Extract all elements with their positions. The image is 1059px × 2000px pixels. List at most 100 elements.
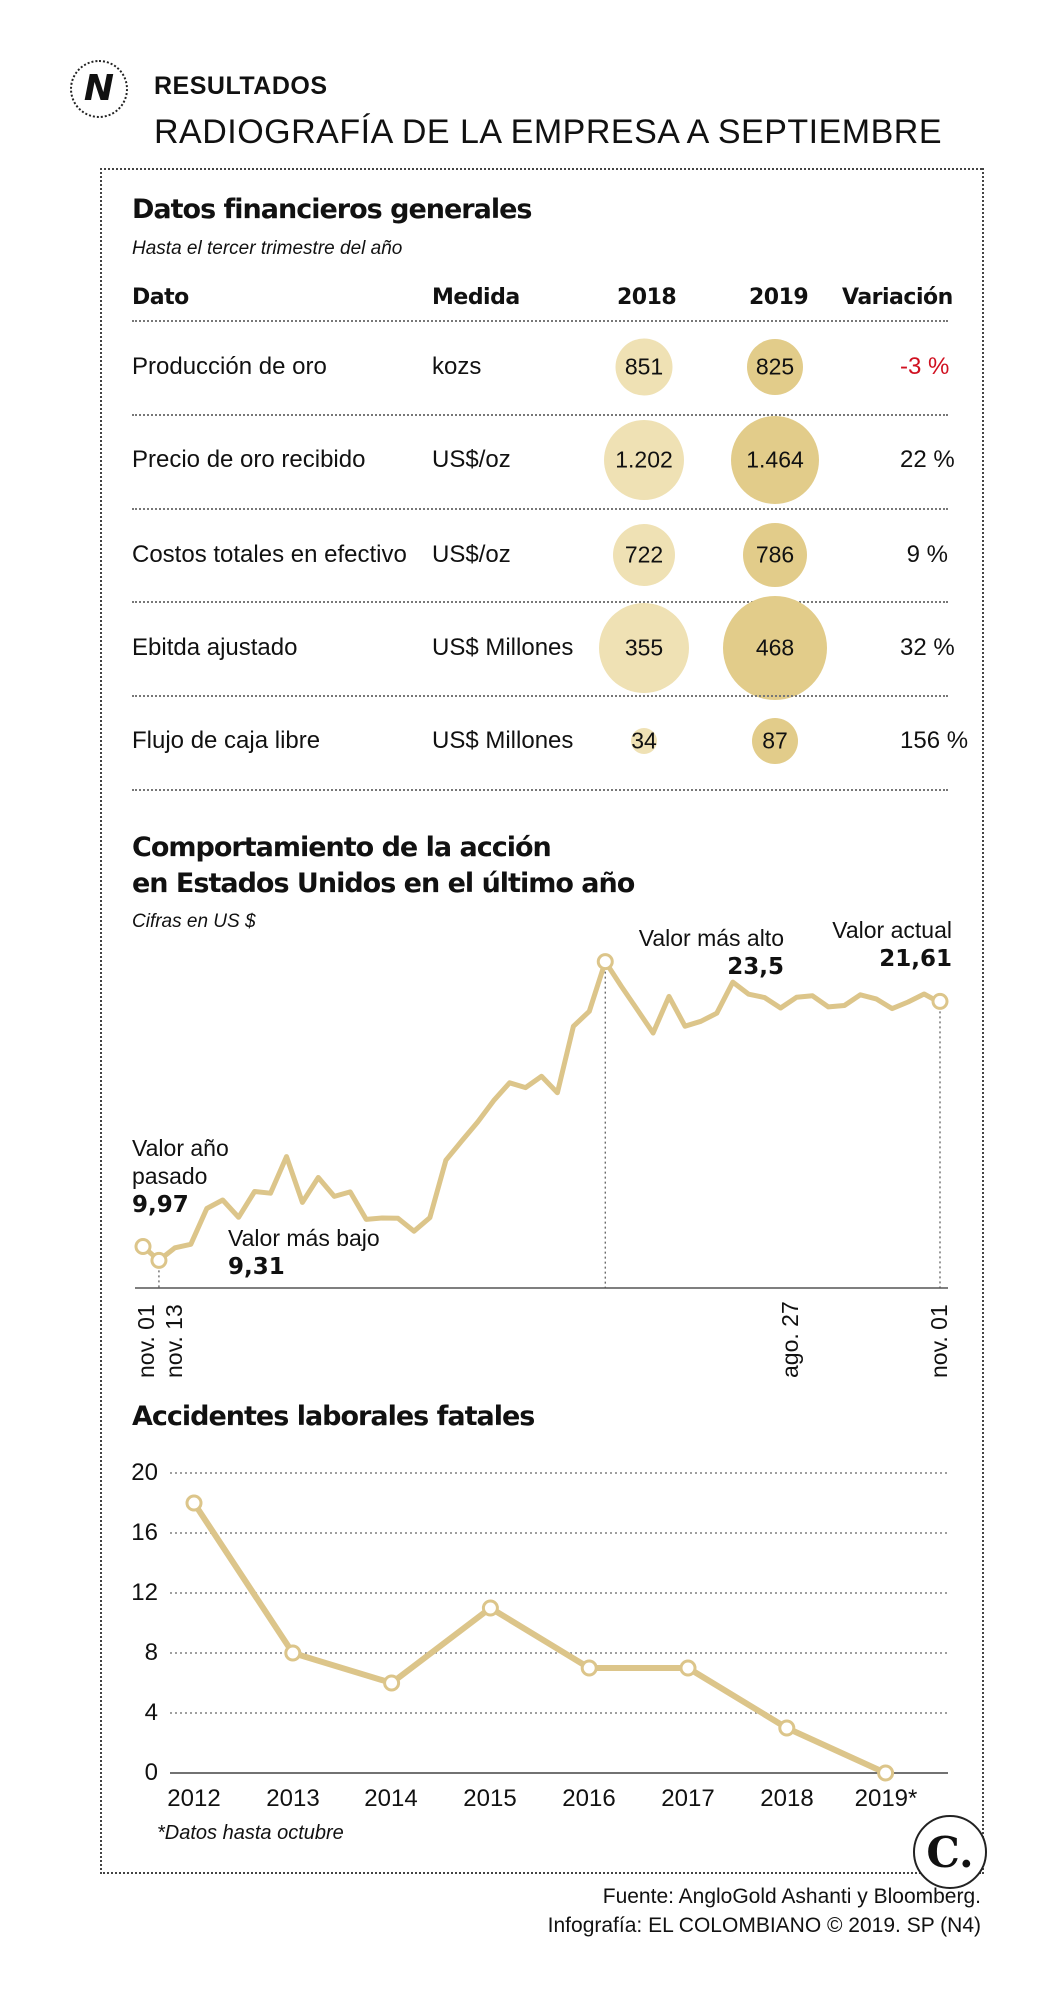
accidents-footnote: *Datos hasta octubre <box>157 1822 344 1844</box>
row-dato: Producción de oro <box>132 353 327 380</box>
col-header-2019: 2019 <box>749 285 809 310</box>
row-medida: US$/oz <box>432 446 511 473</box>
row-variacion: 22 % <box>900 446 955 473</box>
x-tick-label: 2013 <box>266 1785 320 1812</box>
current-label: Valor actual <box>832 917 952 943</box>
infographic-frame <box>100 168 984 1874</box>
data-point-2014 <box>383 1674 401 1692</box>
max-label: Valor más alto <box>638 925 784 951</box>
y-tick-label: 16 <box>131 1519 158 1546</box>
col-header-medida: Medida <box>432 285 520 310</box>
last-year-label-line2: pasado <box>132 1163 208 1189</box>
row-dato: Ebitda ajustado <box>132 634 298 661</box>
min-annotation: Valor más bajo 9,31 <box>228 1224 380 1281</box>
row-value-2019: 468 <box>755 634 795 661</box>
financials-subtitle: Hasta el tercer trimestre del año <box>132 238 403 259</box>
current-annotation: Valor actual 21,61 <box>822 916 952 973</box>
credit-line: Infografía: EL COLOMBIANO © 2019. SP (N4… <box>547 1914 981 1937</box>
y-tick-label: 20 <box>131 1459 158 1486</box>
row-value-2019: 87 <box>762 727 788 754</box>
row-value-2018: 34 <box>631 727 657 754</box>
row-dato: Flujo de caja libre <box>132 727 321 754</box>
row-value-2019: 1.464 <box>746 446 804 473</box>
stock-subtitle: Cifras en US $ <box>132 911 256 932</box>
max-value: 23,5 <box>727 954 784 980</box>
accidents-title: Accidentes laborales fatales <box>132 1401 535 1432</box>
bubble-2019 <box>752 718 798 764</box>
y-tick-label: 8 <box>144 1639 158 1666</box>
financials-title: Datos financieros generales <box>132 194 532 225</box>
bubble-2019 <box>731 416 819 504</box>
x-tick-label: 2016 <box>562 1785 616 1812</box>
current-value-marker <box>931 992 949 1010</box>
row-variacion: -3 % <box>900 353 950 380</box>
min-value-marker <box>150 1251 168 1269</box>
data-point-2012 <box>185 1494 203 1512</box>
min-value: 9,31 <box>228 1254 285 1280</box>
col-header-variacion: Variación <box>842 285 953 310</box>
logo-letter: N <box>83 68 115 109</box>
kicker: RESULTADOS <box>154 72 328 100</box>
bubble-2018 <box>615 338 673 396</box>
data-point-2013 <box>284 1644 302 1662</box>
data-point-2018 <box>778 1719 796 1737</box>
table-divider <box>132 789 948 791</box>
x-tick-label: 2019* <box>854 1785 918 1812</box>
bubble-2019 <box>743 523 807 587</box>
x-tick-label: 2018 <box>760 1785 814 1812</box>
accidents-line <box>191 1500 889 1776</box>
row-dato: Precio de oro recibido <box>132 446 366 473</box>
row-value-2018: 1.202 <box>615 446 673 473</box>
row-variacion: 32 % <box>900 634 955 661</box>
x-tick-label: 2015 <box>463 1785 517 1812</box>
stock-title-line1: Comportamiento de la acción <box>132 832 552 863</box>
bubble-2018 <box>599 603 689 693</box>
stock-chart <box>134 953 949 1289</box>
row-medida: US$ Millones <box>432 727 574 754</box>
row-value-2018: 722 <box>624 541 664 568</box>
y-tick-label: 0 <box>144 1759 158 1786</box>
bubble-2019 <box>723 596 827 700</box>
table-divider <box>132 695 948 697</box>
row-dato: Costos totales en efectivo <box>132 541 407 568</box>
data-point-2017 <box>679 1659 697 1677</box>
stock-title-line2: en Estados Unidos en el último año <box>132 868 635 899</box>
col-header-dato: Dato <box>132 285 189 310</box>
bubble-2018 <box>613 524 675 586</box>
source-credits: Fuente: AngloGold Ashanti y Bloomberg. I… <box>548 1882 981 1940</box>
row-value-2018: 851 <box>624 353 664 380</box>
col-header-2018: 2018 <box>617 285 677 310</box>
source-line: Fuente: AngloGold Ashanti y Bloomberg. <box>602 1885 981 1908</box>
headline: RADIOGRAFÍA DE LA EMPRESA A SEPTIEMBRE <box>154 113 943 151</box>
x-tick-label: 2014 <box>364 1785 418 1812</box>
brand-logo: C. <box>913 1815 987 1889</box>
row-variacion: 9 % <box>906 541 948 568</box>
table-divider <box>132 320 948 322</box>
y-tick-label: 12 <box>131 1579 158 1606</box>
row-value-2019: 825 <box>755 353 795 380</box>
x-tick-label: 2012 <box>167 1785 221 1812</box>
stock-price-line <box>140 959 943 1263</box>
max-annotation: Valor más alto 23,5 <box>622 924 784 981</box>
row-value-2018: 355 <box>624 634 664 661</box>
min-label: Valor más bajo <box>228 1225 380 1251</box>
row-medida: kozs <box>432 353 482 380</box>
frame-top-border <box>100 168 982 170</box>
row-medida: US$/oz <box>432 541 511 568</box>
last-year-value: 9,97 <box>132 1192 189 1218</box>
table-divider <box>132 508 948 510</box>
brand-letter: C. <box>926 1827 974 1877</box>
last-year-annotation: Valor año pasado 9,97 <box>132 1134 229 1219</box>
y-tick-label: 4 <box>144 1699 158 1726</box>
table-divider <box>132 414 948 416</box>
bubble-2018 <box>604 420 684 500</box>
table-divider <box>132 601 948 603</box>
row-value-2019: 786 <box>755 541 795 568</box>
row-medida: US$ Millones <box>432 634 574 661</box>
start-value-marker <box>134 1238 152 1256</box>
data-point-2019 <box>877 1764 895 1782</box>
data-point-2016 <box>580 1659 598 1677</box>
current-value: 21,61 <box>879 946 952 972</box>
data-point-2015 <box>481 1599 499 1617</box>
